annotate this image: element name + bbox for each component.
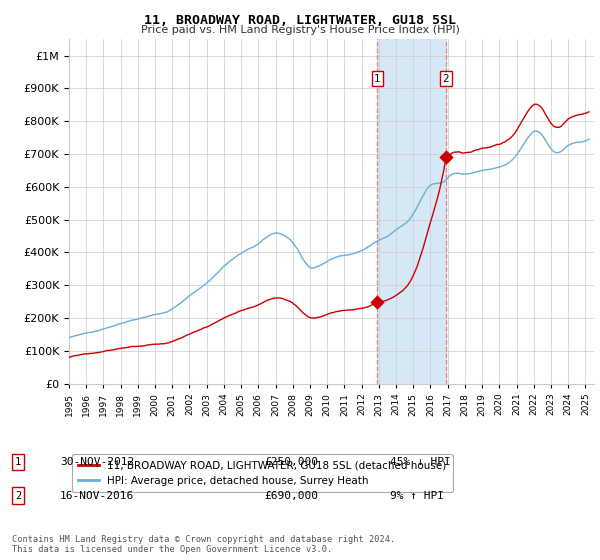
Text: 2: 2 — [15, 491, 21, 501]
Text: 1: 1 — [374, 73, 381, 83]
Text: 45% ↓ HPI: 45% ↓ HPI — [390, 457, 451, 467]
Point — [441, 153, 451, 162]
Text: 1: 1 — [15, 457, 21, 467]
Text: 30-NOV-2012: 30-NOV-2012 — [60, 457, 134, 467]
Point — [373, 297, 382, 306]
Text: £250,000: £250,000 — [264, 457, 318, 467]
Legend: 11, BROADWAY ROAD, LIGHTWATER, GU18 5SL (detached house), HPI: Average price, de: 11, BROADWAY ROAD, LIGHTWATER, GU18 5SL … — [71, 454, 452, 492]
Text: Contains HM Land Registry data © Crown copyright and database right 2024.
This d: Contains HM Land Registry data © Crown c… — [12, 535, 395, 554]
Text: 11, BROADWAY ROAD, LIGHTWATER, GU18 5SL: 11, BROADWAY ROAD, LIGHTWATER, GU18 5SL — [144, 14, 456, 27]
Text: 2: 2 — [442, 73, 449, 83]
Text: 16-NOV-2016: 16-NOV-2016 — [60, 491, 134, 501]
Text: £690,000: £690,000 — [264, 491, 318, 501]
Bar — [377, 39, 446, 384]
Text: Price paid vs. HM Land Registry's House Price Index (HPI): Price paid vs. HM Land Registry's House … — [140, 25, 460, 35]
Text: 9% ↑ HPI: 9% ↑ HPI — [390, 491, 444, 501]
